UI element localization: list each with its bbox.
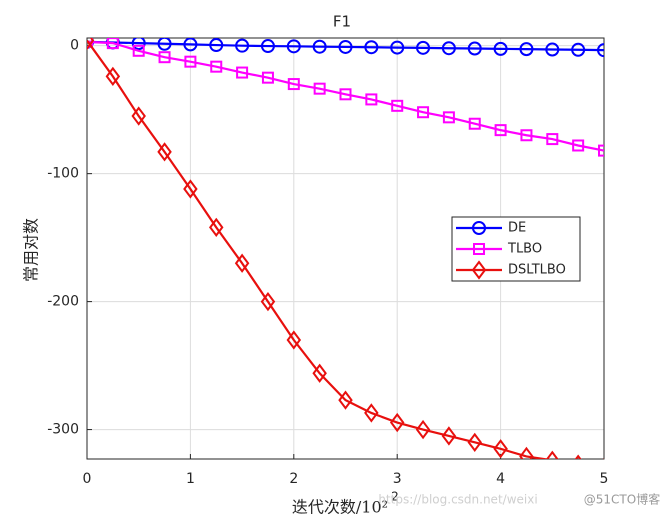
- marker: [467, 432, 482, 453]
- x-axis-label: 迭代次数/10²: [292, 498, 388, 517]
- marker: [391, 99, 404, 112]
- marker: [546, 450, 559, 459]
- marker: [468, 117, 481, 130]
- marker: [132, 44, 145, 57]
- marker: [313, 82, 326, 95]
- marker: [260, 39, 275, 54]
- marker: [338, 390, 353, 410]
- marker: [183, 179, 198, 199]
- marker: [417, 106, 430, 119]
- legend-label: TLBO: [507, 242, 542, 257]
- marker: [286, 39, 301, 54]
- marker: [260, 291, 276, 312]
- marker: [416, 40, 431, 55]
- marker: [364, 403, 379, 423]
- watermark: @51CTO博客: [584, 492, 660, 507]
- x-tick-label: 2: [289, 471, 298, 487]
- marker: [157, 38, 172, 51]
- x-tick-label: 5: [600, 471, 609, 487]
- marker: [390, 40, 405, 55]
- marker: [493, 439, 508, 459]
- marker: [545, 42, 560, 57]
- series-line: [87, 40, 604, 52]
- marker: [471, 260, 487, 280]
- marker: [493, 41, 508, 56]
- marker: [519, 42, 534, 57]
- marker: [546, 133, 559, 146]
- x-tick-label: 1: [186, 471, 195, 487]
- legend-label: DE: [508, 221, 526, 236]
- marker: [287, 78, 300, 91]
- marker: [106, 38, 119, 50]
- plot-frame: [86, 37, 605, 460]
- y-tick-label: -100: [47, 166, 79, 182]
- marker: [338, 39, 353, 54]
- x-tick-label: 0: [83, 471, 92, 487]
- marker: [441, 41, 456, 56]
- plot-area: [87, 38, 604, 459]
- marker: [234, 253, 250, 273]
- marker: [286, 330, 302, 350]
- marker: [520, 129, 533, 142]
- marker: [415, 419, 431, 440]
- marker: [442, 111, 455, 124]
- marker: [184, 55, 197, 68]
- series-line: [87, 39, 552, 459]
- marker: [183, 38, 198, 52]
- marker: [158, 51, 171, 64]
- marker: [598, 144, 604, 157]
- marker: [312, 363, 327, 383]
- marker: [312, 39, 327, 54]
- marker: [209, 217, 224, 238]
- marker: [364, 40, 379, 55]
- marker: [519, 446, 534, 459]
- marker: [473, 243, 485, 255]
- marker: [339, 88, 352, 101]
- marker: [235, 38, 250, 53]
- marker: [209, 38, 224, 53]
- marker: [210, 60, 223, 73]
- marker: [389, 412, 405, 433]
- x-axis-exponent: 2: [391, 490, 399, 504]
- watermark: https://blog.csdn.net/weixi: [378, 493, 537, 507]
- legend-label: DSLTLBO: [508, 263, 566, 278]
- chart-title: F1: [333, 13, 351, 31]
- marker: [261, 71, 274, 84]
- y-axis-label: 常用对数: [22, 218, 41, 282]
- y-tick-label: 0: [70, 38, 79, 54]
- y-tick-label: -200: [47, 294, 79, 310]
- x-tick-label: 4: [496, 471, 505, 487]
- x-tick-label: 3: [393, 471, 402, 487]
- marker: [236, 66, 249, 79]
- marker: [441, 426, 457, 446]
- marker: [472, 221, 486, 235]
- y-tick-label: -300: [47, 422, 79, 438]
- marker: [105, 66, 121, 87]
- marker: [157, 142, 172, 162]
- marker: [365, 93, 378, 106]
- marker: [131, 38, 146, 51]
- marker: [467, 41, 482, 56]
- marker: [131, 106, 146, 126]
- marker: [572, 139, 585, 152]
- marker: [571, 42, 586, 57]
- marker: [597, 43, 604, 58]
- series-line: [87, 40, 604, 152]
- marker: [494, 124, 507, 137]
